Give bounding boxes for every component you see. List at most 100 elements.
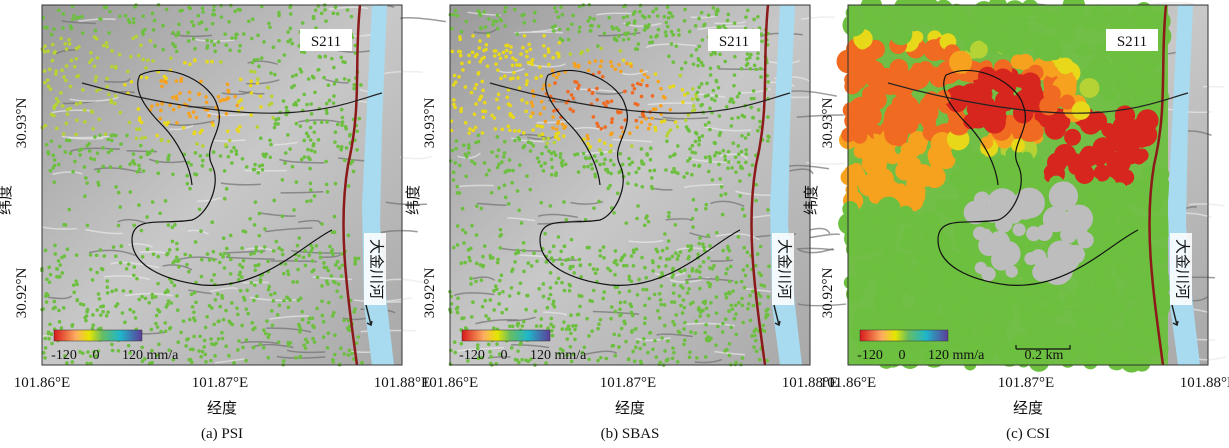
ps-point	[610, 64, 614, 68]
ps-point	[151, 12, 155, 16]
ps-point	[587, 358, 591, 362]
ps-point	[743, 115, 747, 119]
ps-point	[477, 134, 481, 138]
ps-point	[281, 178, 285, 182]
ps-point	[332, 66, 336, 70]
ps-point	[257, 263, 261, 267]
ps-point	[700, 103, 704, 107]
ps-point	[188, 63, 192, 67]
ps-point	[649, 331, 653, 335]
ps-point	[222, 318, 226, 322]
river-label: 大金川河	[368, 239, 385, 299]
ps-point	[571, 109, 575, 113]
ps-point	[230, 301, 234, 305]
ps-point	[474, 102, 478, 106]
ps-point	[610, 117, 614, 121]
ps-point	[536, 156, 540, 160]
terrain-ridge	[400, 156, 432, 158]
ps-point	[240, 246, 244, 250]
ps-point	[452, 103, 456, 107]
ps-point	[578, 26, 582, 30]
ps-point	[171, 172, 175, 176]
ps-point	[612, 344, 616, 348]
ps-point	[525, 83, 529, 87]
ps-point	[459, 50, 463, 54]
ps-point	[630, 311, 634, 315]
ps-point	[599, 47, 603, 51]
ps-point	[704, 123, 708, 127]
ps-point	[672, 351, 676, 355]
ps-point	[265, 319, 269, 323]
ps-point	[487, 169, 491, 173]
ps-point	[272, 299, 276, 303]
ps-point	[508, 129, 512, 133]
ps-point	[237, 278, 241, 282]
ps-point	[232, 361, 236, 365]
ps-point	[451, 50, 455, 54]
ps-point	[561, 122, 565, 126]
ps-point	[698, 270, 702, 274]
ps-point	[204, 95, 208, 99]
ps-point	[647, 127, 651, 131]
ps-point	[160, 102, 164, 106]
ps-point	[657, 28, 661, 32]
ps-point	[182, 319, 186, 323]
ps-point	[192, 335, 196, 339]
ps-point	[715, 9, 719, 13]
ps-point	[157, 342, 161, 346]
coherent-pixel	[963, 114, 978, 129]
ps-point	[713, 154, 717, 158]
ps-point	[674, 223, 678, 227]
ps-point	[744, 136, 748, 140]
coherent-pixel	[1132, 3, 1153, 24]
ps-point	[522, 320, 526, 324]
colorbar	[54, 330, 142, 341]
ps-point	[517, 291, 521, 295]
ps-point	[690, 151, 694, 155]
ps-point	[720, 185, 724, 189]
ps-point	[495, 154, 499, 158]
ps-point	[267, 285, 271, 289]
ps-point	[697, 242, 701, 246]
ps-point	[599, 318, 603, 322]
x-axis-label: 经度	[207, 400, 237, 417]
ps-point	[223, 32, 227, 36]
ps-point	[502, 155, 506, 159]
ps-point	[311, 337, 315, 341]
ps-point	[235, 152, 239, 156]
ps-point	[229, 258, 233, 262]
ps-point	[167, 299, 171, 303]
ps-point	[573, 153, 577, 157]
ps-point	[478, 39, 482, 43]
ps-point	[106, 291, 110, 295]
ps-point	[165, 289, 169, 293]
ps-point	[273, 126, 277, 130]
ps-point	[232, 146, 236, 150]
ps-point	[572, 271, 576, 275]
ps-point	[510, 269, 514, 273]
coherent-pixel	[884, 287, 903, 306]
ps-point	[523, 144, 527, 148]
ps-point	[89, 51, 93, 55]
ps-point	[745, 58, 749, 62]
ps-point	[602, 245, 606, 249]
ps-point	[694, 319, 698, 323]
ps-point	[701, 38, 705, 42]
ps-point	[341, 116, 345, 120]
ps-point	[513, 139, 517, 143]
ps-point	[96, 181, 100, 185]
ps-point	[213, 354, 217, 358]
ps-point	[752, 18, 756, 22]
ps-point	[643, 28, 647, 32]
ps-point	[628, 302, 632, 306]
ps-point	[235, 306, 239, 310]
ps-point	[483, 101, 487, 105]
ps-point	[498, 18, 502, 22]
ps-point	[586, 246, 590, 250]
ps-point	[713, 141, 717, 145]
ps-point	[175, 50, 179, 54]
ps-point	[623, 118, 627, 122]
ps-point	[548, 250, 552, 254]
coherent-pixel	[1123, 311, 1142, 330]
ps-point	[483, 161, 487, 165]
